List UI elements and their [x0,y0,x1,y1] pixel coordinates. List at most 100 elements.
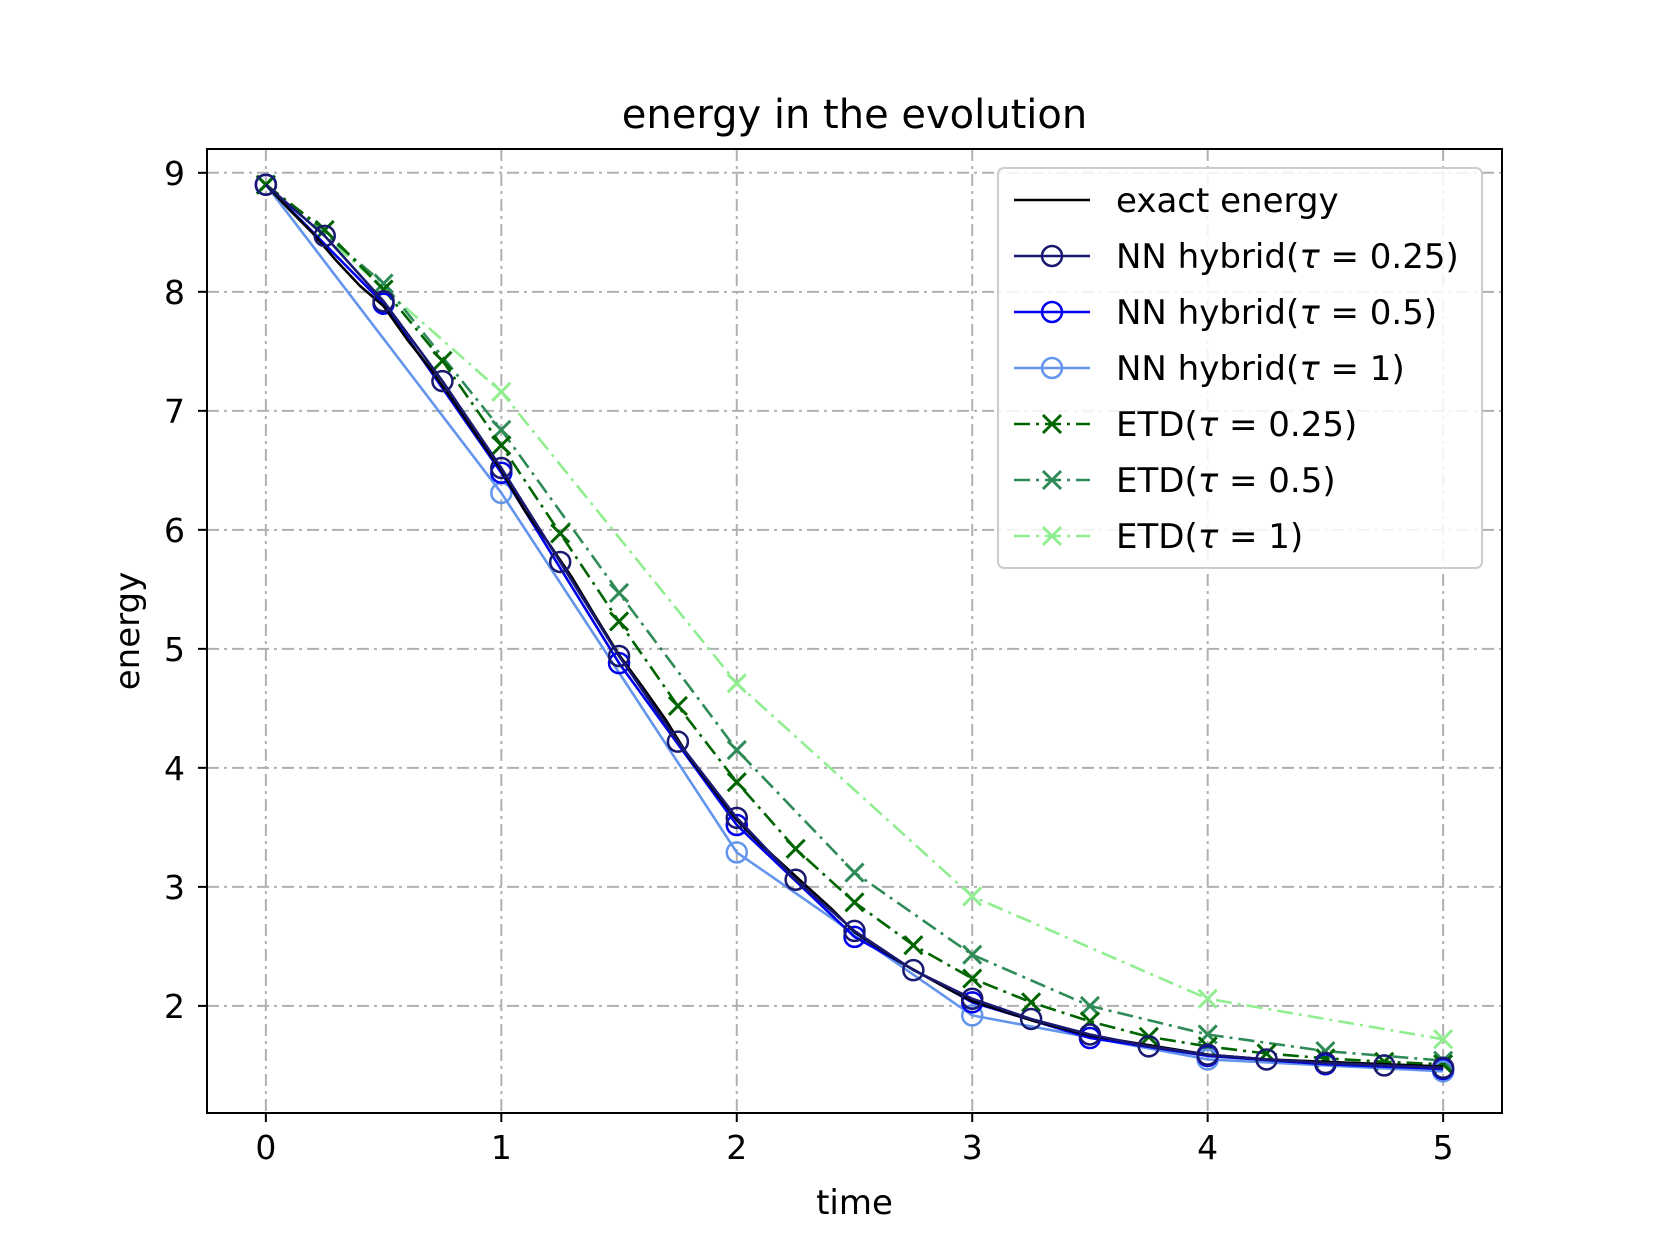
series-group [254,173,1455,1083]
legend-label-open: ( [1184,405,1197,445]
legend-label-prefix: NN hybrid [1116,349,1286,389]
data-point [726,772,747,793]
data-point [784,868,807,891]
data-point [902,958,925,982]
legend-label-tau: τ [1299,237,1320,277]
data-point [1078,1023,1102,1046]
x-tick-label: 3 [962,1128,983,1167]
legend-label-eq: = [1218,405,1268,445]
legend-marker [1040,244,1064,268]
data-point [1255,1048,1278,1071]
legend-label-open: ( [1286,293,1299,333]
legend-label-tau: τ [1198,461,1219,501]
legend-label-tau-value: 0.25 [1370,237,1446,277]
data-point [726,673,747,694]
y-tick-label: 6 [164,511,185,550]
legend-box [997,167,1483,569]
legend-label-eq: = [1218,461,1268,501]
data-point [1196,1043,1219,1066]
legend-entry-5: ETD(τ = 0.5) [1014,461,1336,501]
data-point [314,219,335,240]
legend-entry-0: exact energy [1014,181,1339,221]
legend-label: NN hybrid(τ = 0.25) [1116,237,1459,277]
data-point [373,273,394,294]
data-point [491,381,512,402]
legend-label-close: ) [1446,237,1459,277]
y-tick-label: 4 [164,749,185,788]
data-point [667,695,688,717]
data-point [1137,1035,1161,1058]
legend-marker [1040,300,1064,324]
series-line [265,183,1444,1041]
data-point [313,224,336,248]
legend-marker [1041,413,1063,435]
series-line [265,183,1444,1070]
y-tick-label: 2 [164,987,185,1026]
legend-label-prefix: exact energy [1116,181,1339,221]
legend-label-open: ( [1286,349,1299,389]
y-tick-label: 3 [164,868,185,907]
chart-title: energy in the evolution [622,92,1087,138]
data-point [725,806,749,830]
data-point [1079,995,1101,1016]
legend-label: ETD(τ = 0.25) [1116,405,1357,445]
legend-label-tau-value: 0.25 [1268,405,1344,445]
data-point [725,813,749,837]
legend-label: exact energy [1116,181,1339,221]
data-point [960,1004,984,1027]
x-tick-label: 0 [255,1128,276,1167]
x-tick-label: 2 [726,1128,747,1167]
legend-entry-4: ETD(τ = 0.25) [1014,405,1357,445]
legend-entry-6: ETD(τ = 1) [1014,517,1303,557]
legend-label-prefix: ETD [1116,517,1184,557]
series-1 [254,173,1455,1080]
legend-marker [1040,356,1064,380]
legend-entry-2: NN hybrid(τ = 0.5) [1014,293,1437,333]
x-tick-label: 4 [1197,1128,1218,1167]
legend-label-close: ) [1290,517,1303,557]
legend-marker [1041,525,1063,547]
data-point [1373,1054,1396,1077]
data-point [1019,1007,1043,1031]
data-point [548,550,572,574]
legend-label-prefix: NN hybrid [1116,293,1286,333]
legend-label: ETD(τ = 0.5) [1116,461,1336,501]
legend-entry-3: NN hybrid(τ = 1) [1014,349,1405,389]
data-point [960,987,984,1010]
legend-label: NN hybrid(τ = 0.5) [1116,293,1437,333]
data-point [785,838,806,859]
data-point [254,173,278,196]
y-tick-label: 9 [164,154,185,193]
data-point [962,886,983,907]
data-point [432,350,453,371]
legend-label-eq: = [1218,517,1268,557]
data-point [903,935,924,956]
x-tick-label: 5 [1433,1128,1454,1167]
legend-label-close: ) [1344,405,1357,445]
legend-label-tau: τ [1299,349,1320,389]
data-point [962,944,983,965]
legend-marker [1041,469,1063,491]
data-point [1021,992,1042,1013]
series-4 [255,174,1454,1075]
data-point [844,862,865,883]
legend-label-tau: τ [1198,517,1219,557]
data-point [550,523,571,544]
data-point [491,435,512,456]
data-point [843,919,866,943]
legend-label: NN hybrid(τ = 1) [1116,349,1405,389]
legend-label-open: ( [1286,237,1299,277]
data-point [1431,1056,1455,1080]
ticks: 0 1 2 3 4 5 2 3 4 5 6 7 8 9 [164,154,1454,1167]
legend-label-eq: = [1320,349,1370,389]
legend-label-close: ) [1322,461,1335,501]
legend-label-prefix: NN hybrid [1116,237,1286,277]
legend-label-prefix: ETD [1116,461,1184,501]
legend-label-tau: τ [1198,405,1219,445]
data-point [962,968,983,989]
legend-entry-1: NN hybrid(τ = 0.25) [1014,237,1459,277]
y-axis-label: energy [108,572,148,690]
series-line [264,183,1444,1073]
